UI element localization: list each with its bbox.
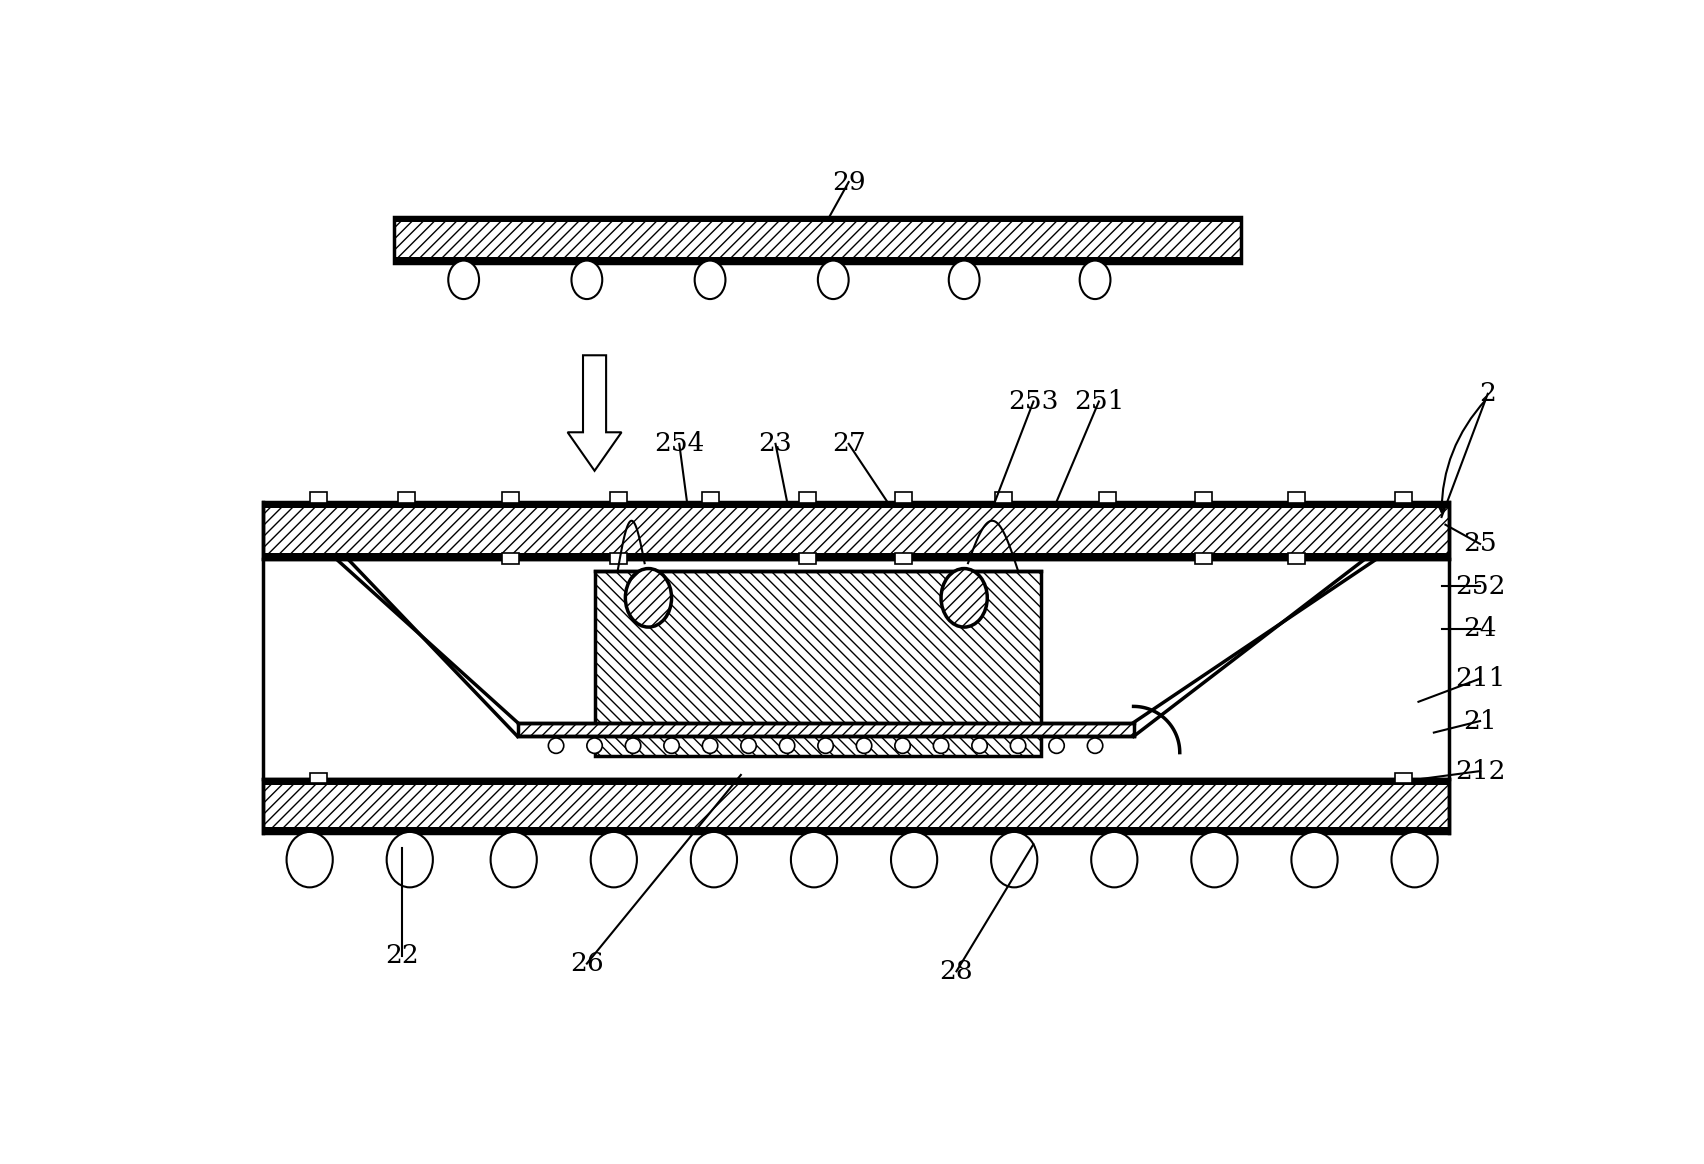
Ellipse shape xyxy=(571,261,602,299)
Circle shape xyxy=(971,738,987,753)
Bar xyxy=(264,502,1450,508)
Bar xyxy=(310,773,327,783)
Bar xyxy=(1396,773,1413,783)
Text: 253: 253 xyxy=(1009,389,1058,414)
Text: 21: 21 xyxy=(1464,709,1496,733)
Polygon shape xyxy=(567,355,622,470)
Text: 254: 254 xyxy=(654,432,704,456)
Text: 22: 22 xyxy=(385,943,419,968)
Text: 26: 26 xyxy=(571,951,603,977)
Circle shape xyxy=(934,738,949,753)
Text: 23: 23 xyxy=(758,432,792,456)
Bar xyxy=(1396,492,1413,503)
Ellipse shape xyxy=(591,832,637,887)
Circle shape xyxy=(779,738,794,753)
Ellipse shape xyxy=(891,832,937,887)
Text: 29: 29 xyxy=(832,170,866,194)
Bar xyxy=(799,553,816,563)
Ellipse shape xyxy=(992,832,1038,887)
Bar xyxy=(1195,553,1212,563)
Text: 252: 252 xyxy=(1455,574,1505,598)
Text: 24: 24 xyxy=(1464,616,1496,641)
Bar xyxy=(503,553,520,563)
Bar xyxy=(394,257,1241,263)
Circle shape xyxy=(549,738,564,753)
Bar xyxy=(595,570,1041,755)
Text: 212: 212 xyxy=(1455,759,1505,783)
Ellipse shape xyxy=(949,261,980,299)
Bar xyxy=(264,826,1450,832)
Bar xyxy=(1288,492,1305,503)
Circle shape xyxy=(818,738,833,753)
Bar xyxy=(264,553,1450,560)
Circle shape xyxy=(665,738,680,753)
Text: 28: 28 xyxy=(939,959,973,984)
Text: 2: 2 xyxy=(1479,382,1496,406)
Circle shape xyxy=(1050,738,1065,753)
Ellipse shape xyxy=(818,261,849,299)
Bar xyxy=(518,723,1133,737)
Bar xyxy=(264,779,1450,785)
Text: 25: 25 xyxy=(1464,532,1496,556)
Bar xyxy=(264,779,1450,832)
Circle shape xyxy=(586,738,602,753)
Ellipse shape xyxy=(1091,832,1137,887)
Ellipse shape xyxy=(690,832,738,887)
Ellipse shape xyxy=(1292,832,1338,887)
Bar xyxy=(1288,553,1305,563)
Ellipse shape xyxy=(491,832,537,887)
Bar xyxy=(702,492,719,503)
Ellipse shape xyxy=(791,832,837,887)
Circle shape xyxy=(1010,738,1026,753)
Bar xyxy=(1195,492,1212,503)
Text: 251: 251 xyxy=(1074,389,1125,414)
Bar xyxy=(995,492,1012,503)
Ellipse shape xyxy=(1080,261,1111,299)
Bar xyxy=(799,492,816,503)
Bar xyxy=(394,217,1241,263)
Bar xyxy=(399,492,416,503)
Bar xyxy=(895,492,912,503)
Ellipse shape xyxy=(695,261,726,299)
Bar xyxy=(264,502,1450,560)
Bar xyxy=(394,217,1241,222)
Ellipse shape xyxy=(1392,832,1438,887)
Ellipse shape xyxy=(625,568,671,627)
Bar xyxy=(503,492,520,503)
Ellipse shape xyxy=(448,261,479,299)
Circle shape xyxy=(741,738,757,753)
Circle shape xyxy=(1087,738,1102,753)
Bar xyxy=(1099,492,1116,503)
Text: 211: 211 xyxy=(1455,666,1505,691)
Text: 27: 27 xyxy=(832,432,866,456)
Circle shape xyxy=(625,738,641,753)
Circle shape xyxy=(895,738,910,753)
Ellipse shape xyxy=(387,832,433,887)
Bar xyxy=(264,560,1450,779)
Ellipse shape xyxy=(941,568,987,627)
Bar xyxy=(310,492,327,503)
Bar xyxy=(895,553,912,563)
Ellipse shape xyxy=(286,832,332,887)
Ellipse shape xyxy=(1191,832,1237,887)
Bar xyxy=(610,553,627,563)
Bar xyxy=(610,492,627,503)
Circle shape xyxy=(702,738,717,753)
Circle shape xyxy=(857,738,872,753)
